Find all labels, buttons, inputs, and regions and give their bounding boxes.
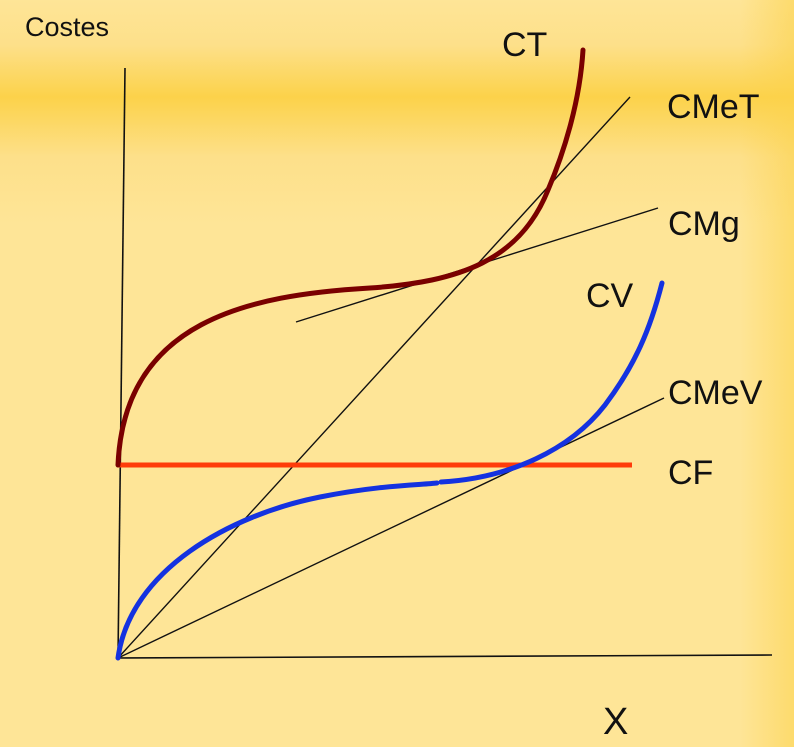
ct-label: CT — [502, 26, 548, 64]
cv-curve — [115, 480, 440, 661]
cf-label: CF — [668, 454, 714, 492]
ct-curve — [115, 47, 586, 468]
x-axis — [117, 654, 773, 659]
x-axis-label: X — [603, 701, 629, 743]
y-axis — [117, 67, 126, 659]
cmet-label: CMeT — [667, 88, 760, 126]
y-axis-label: Costes — [25, 12, 110, 42]
cmet-line — [117, 96, 631, 659]
cmev-label: CMeV — [668, 374, 763, 412]
cmev-line — [117, 397, 665, 659]
cv-label: CV — [586, 277, 634, 315]
cv-curve-upper — [438, 280, 665, 485]
cmg-label: CMg — [668, 205, 740, 243]
